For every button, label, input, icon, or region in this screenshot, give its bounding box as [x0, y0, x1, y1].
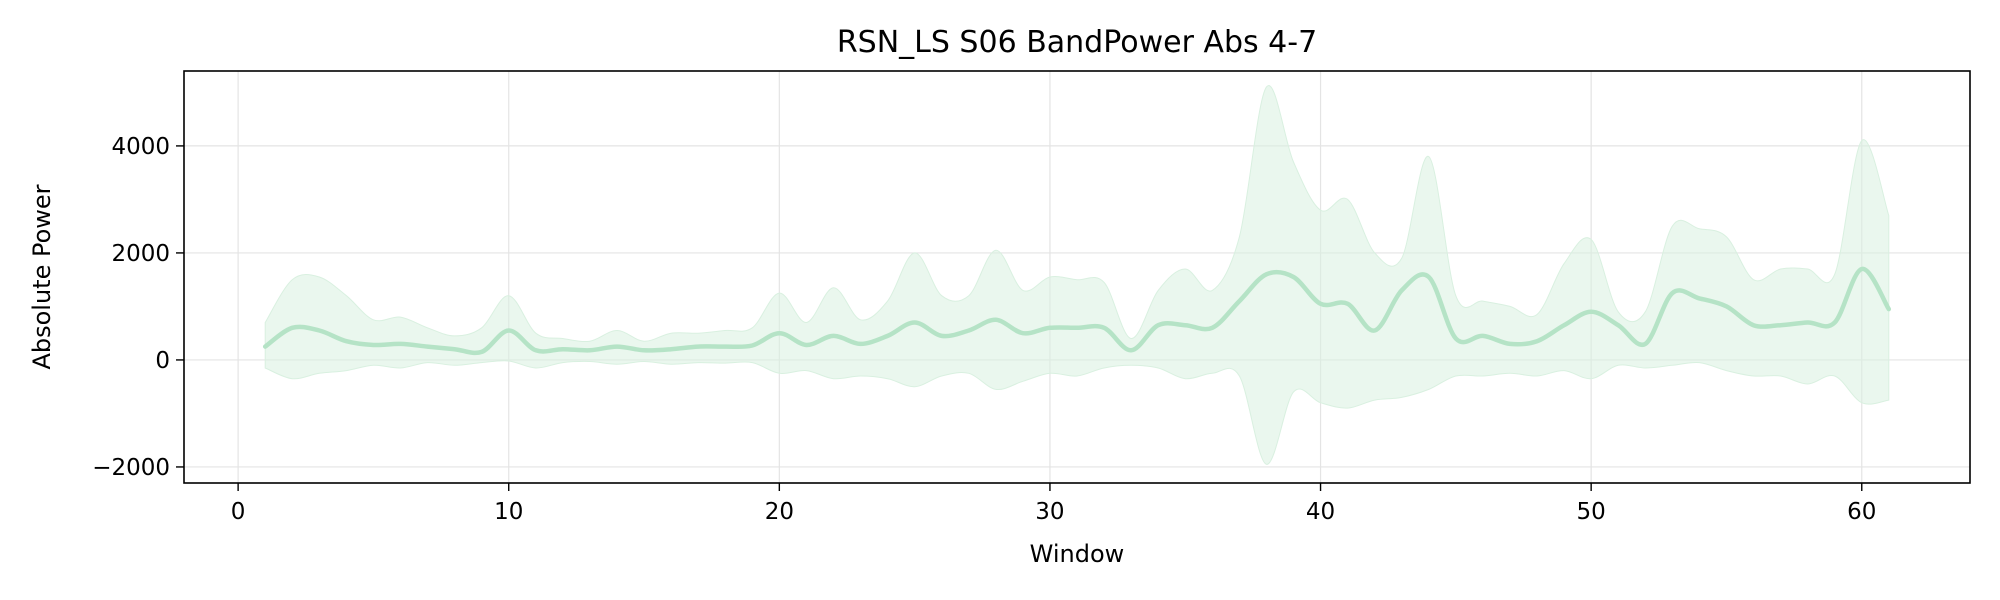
x-tick-label: 20 — [765, 499, 794, 525]
x-tick-label: 60 — [1847, 499, 1876, 525]
x-tick-label: 40 — [1306, 499, 1335, 525]
plot-frame — [183, 70, 1971, 484]
y-tick-label: −2000 — [92, 455, 170, 481]
x-axis-title: Window — [1030, 540, 1125, 568]
std-band — [264, 85, 1890, 465]
chart-title: RSN_LS S06 BandPower Abs 4-7 — [837, 25, 1317, 60]
x-tick-label: 0 — [231, 499, 246, 525]
y-tick-label: 0 — [155, 348, 170, 374]
x-tick-label: 10 — [494, 499, 523, 525]
x-tick-label: 50 — [1577, 499, 1606, 525]
x-tick-label: 30 — [1035, 499, 1064, 525]
y-tick-label: 4000 — [111, 134, 170, 160]
y-tick-label: 2000 — [111, 241, 170, 267]
y-axis-title: Absolute Power — [28, 184, 56, 369]
mean-line — [262, 266, 1892, 356]
axis-ticks: 0 10 20 30 40 50 60 −2000 0 2000 4000 — [92, 134, 1876, 525]
